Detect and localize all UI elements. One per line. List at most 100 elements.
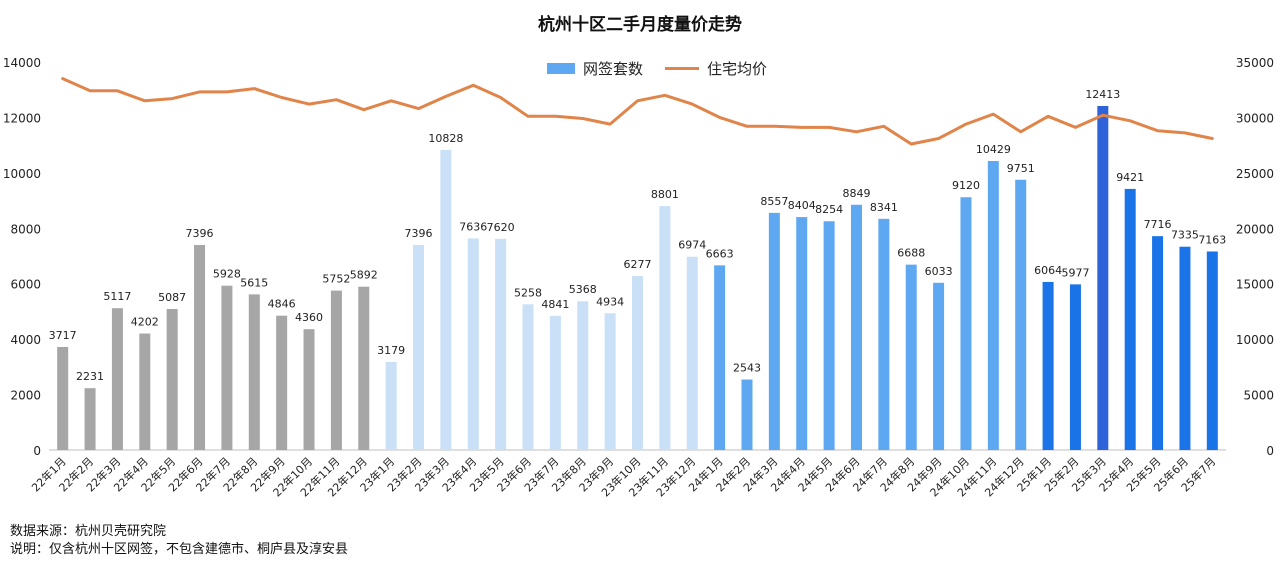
chart-legend: 网签套数 住宅均价 xyxy=(547,58,767,79)
y-right-tick-label: 20000 xyxy=(1236,222,1274,236)
y-right-tick-label: 0 xyxy=(1266,444,1274,458)
bar-value-label: 5928 xyxy=(213,268,241,281)
y-right-tick-label: 35000 xyxy=(1236,56,1274,70)
bar-value-label: 6688 xyxy=(897,247,925,260)
bar-value-label: 5368 xyxy=(569,283,597,296)
bar xyxy=(1152,236,1164,450)
bar xyxy=(686,256,698,450)
bar-value-label: 9120 xyxy=(952,179,980,192)
bar xyxy=(385,361,397,450)
bar xyxy=(139,333,151,450)
bar xyxy=(632,276,643,450)
bar-value-label: 8254 xyxy=(815,203,843,216)
bar xyxy=(878,218,890,450)
bar-value-label: 4360 xyxy=(295,311,323,324)
bar xyxy=(905,264,917,450)
y-right-tick-label: 15000 xyxy=(1236,278,1274,292)
bar xyxy=(276,315,288,450)
bar-value-label: 6033 xyxy=(925,265,953,278)
y-right-tick-label: 30000 xyxy=(1236,111,1274,125)
bar xyxy=(1042,281,1054,450)
bar-value-label: 10828 xyxy=(428,132,463,145)
bar xyxy=(57,346,69,450)
y-left-tick-label: 0 xyxy=(33,444,41,458)
bar xyxy=(303,329,315,450)
bar-value-label: 3717 xyxy=(49,329,77,342)
bar xyxy=(194,245,206,450)
bar xyxy=(549,315,561,450)
bar xyxy=(111,308,123,450)
bar-value-label: 4202 xyxy=(131,316,159,329)
legend-bar-swatch xyxy=(547,63,575,74)
bar xyxy=(1015,179,1027,450)
bar-value-label: 6974 xyxy=(678,239,706,252)
y-right-tick-label: 10000 xyxy=(1236,333,1274,347)
bar xyxy=(166,309,178,450)
bar xyxy=(1069,284,1081,450)
bar-value-label: 8404 xyxy=(788,199,816,212)
bar-value-label: 7396 xyxy=(186,227,214,240)
bar-value-label: 8557 xyxy=(760,195,788,208)
y-left-tick-label: 4000 xyxy=(10,333,41,347)
bar-value-label: 7163 xyxy=(1198,233,1226,246)
bar xyxy=(933,282,945,450)
bar-value-label: 7335 xyxy=(1171,229,1199,242)
scope-note: 说明：仅含杭州十区网签，不包含建德市、桐庐县及淳安县 xyxy=(10,542,349,557)
bar xyxy=(741,379,753,450)
bar xyxy=(714,265,726,450)
bar xyxy=(467,238,479,450)
bar-value-label: 9421 xyxy=(1116,171,1144,184)
y-left-tick-label: 14000 xyxy=(3,56,41,70)
bar-value-label: 5752 xyxy=(322,273,350,286)
bar xyxy=(358,286,370,450)
bar-value-label: 5977 xyxy=(1061,266,1089,279)
bar-value-label: 6663 xyxy=(706,247,734,260)
bar-value-label: 6064 xyxy=(1034,264,1062,277)
bar-value-label: 5087 xyxy=(158,291,186,304)
bar-value-label: 12413 xyxy=(1085,88,1120,101)
bar-value-label: 7636 xyxy=(459,220,487,233)
bar-value-label: 8801 xyxy=(651,188,679,201)
legend-line-swatch xyxy=(665,67,700,70)
legend-label-bars: 网签套数 xyxy=(583,60,644,78)
bar xyxy=(495,238,507,450)
bar-value-label: 5258 xyxy=(514,286,542,299)
bar xyxy=(440,149,452,450)
bar xyxy=(659,206,671,450)
bar-value-label: 5892 xyxy=(350,269,378,282)
bar xyxy=(221,285,233,450)
bar xyxy=(1206,251,1218,450)
y-left-tick-label: 10000 xyxy=(3,167,41,181)
bar xyxy=(248,294,260,450)
bar-value-label: 7396 xyxy=(405,227,433,240)
bar-value-label: 2231 xyxy=(76,370,104,383)
bar xyxy=(1179,246,1191,450)
legend-item-bars: 网签套数 xyxy=(547,58,643,79)
bar xyxy=(960,197,972,450)
y-left-tick-label: 6000 xyxy=(10,278,41,292)
bar xyxy=(522,304,534,450)
bar-value-label: 5615 xyxy=(240,276,268,289)
bar xyxy=(1097,105,1109,450)
bar-value-label: 8341 xyxy=(870,201,898,214)
source-note: 数据来源：杭州贝壳研究院 xyxy=(10,524,167,539)
y-left-tick-label: 12000 xyxy=(3,111,41,125)
bar xyxy=(1124,188,1136,450)
bar xyxy=(796,217,808,450)
bar-value-label: 5117 xyxy=(103,290,131,303)
bar xyxy=(577,301,589,450)
bar xyxy=(850,204,862,450)
bar-value-label: 8849 xyxy=(842,187,870,200)
bar-value-label: 3179 xyxy=(377,344,405,357)
bar-value-label: 6277 xyxy=(624,258,652,271)
bar-value-label: 4846 xyxy=(268,298,296,311)
y-right-tick-label: 5000 xyxy=(1243,389,1274,403)
bar-value-label: 7716 xyxy=(1144,218,1172,231)
bar xyxy=(413,245,425,450)
bar-value-label: 2543 xyxy=(733,362,761,375)
price-line xyxy=(61,77,1214,146)
bar-value-label: 10429 xyxy=(976,143,1011,156)
bar xyxy=(84,388,96,450)
legend-label-line: 住宅均价 xyxy=(707,60,768,78)
